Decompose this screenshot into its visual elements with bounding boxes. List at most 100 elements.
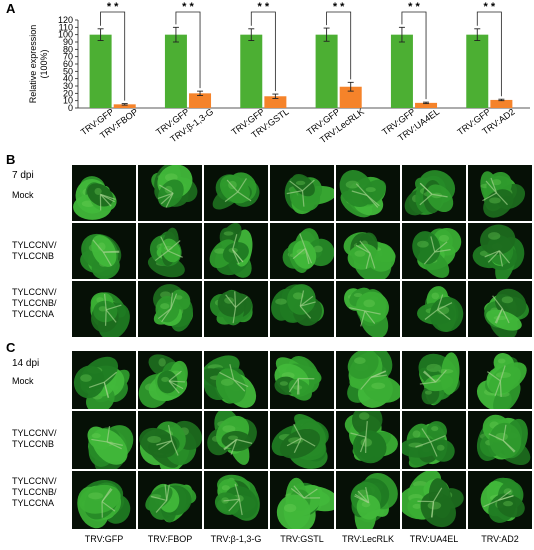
plant-photo — [270, 281, 334, 337]
plant-photo — [336, 411, 400, 469]
significance-stars: * * — [107, 1, 119, 13]
plant-photo — [468, 165, 532, 221]
plant-photo — [204, 165, 268, 221]
bar-treatment — [113, 104, 136, 108]
bar-control — [390, 34, 413, 108]
row-label: TYLCCNV/TYLCCNB — [12, 240, 57, 261]
bar-treatment — [339, 86, 362, 108]
plant-photo — [402, 471, 466, 529]
plant-photo — [204, 281, 268, 337]
y-tick-label: 50 — [63, 66, 73, 76]
plant-photo — [402, 223, 466, 279]
plant-photo — [72, 223, 136, 279]
bar-control — [315, 34, 338, 108]
plant-photo — [402, 411, 466, 469]
column-label: TRV:FBOP — [147, 534, 193, 544]
row-label: TYLCCNV/TYLCCNB — [12, 428, 57, 449]
plant-photo — [270, 411, 334, 469]
significance-stars: * * — [408, 1, 420, 13]
bar-treatment — [189, 93, 212, 108]
significance-stars: * * — [258, 1, 270, 13]
plant-photo — [204, 351, 268, 409]
plant-photo — [138, 223, 202, 279]
significance-bracket — [476, 11, 502, 97]
y-tick-label: 90 — [63, 37, 73, 47]
plant-photo — [468, 411, 532, 469]
row-label: Mock — [12, 190, 34, 200]
y-tick-label: 120 — [58, 15, 73, 25]
y-tick-label: 20 — [63, 88, 73, 98]
plant-photo — [468, 223, 532, 279]
panel-c-letter: C — [6, 340, 16, 355]
plant-photo — [270, 223, 334, 279]
bar-control — [466, 34, 489, 108]
column-label: TRV:GSTL — [280, 534, 324, 544]
error-bar-treatment — [121, 103, 128, 106]
plant-photo — [138, 281, 202, 337]
y-tick-label: 80 — [63, 44, 73, 54]
bar-treatment — [415, 102, 438, 108]
plant-photo — [138, 471, 202, 529]
plant-photo — [270, 351, 334, 409]
error-bar-control — [97, 28, 104, 41]
plant-photo — [270, 471, 334, 529]
bar-control — [164, 34, 187, 108]
plant-photo — [468, 281, 532, 337]
bar-control — [240, 34, 263, 108]
row-label: TYLCCNV/TYLCCNB/TYLCCNA — [12, 476, 57, 508]
significance-stars: * * — [484, 1, 496, 13]
significance-bracket — [250, 11, 276, 92]
plant-photo — [72, 411, 136, 469]
error-bar-treatment — [347, 81, 354, 92]
row-label: Mock — [12, 376, 34, 386]
plant-photo — [72, 351, 136, 409]
bar-control — [89, 34, 112, 108]
panel-a-letter: A — [6, 1, 16, 16]
plant-photo — [468, 351, 532, 409]
plant-photo — [336, 281, 400, 337]
plant-photo — [204, 223, 268, 279]
column-label: TRV:AD2 — [481, 534, 519, 544]
column-label: TRV:β-1,3-G — [210, 534, 262, 544]
y-tick-label: 0 — [68, 103, 73, 113]
significance-bracket — [401, 11, 427, 100]
significance-stars: * * — [182, 1, 194, 13]
plant-photo — [138, 411, 202, 469]
plant-photo — [72, 165, 136, 221]
significance-bracket — [175, 11, 201, 89]
y-tick-label: 30 — [63, 81, 73, 91]
error-bar-control — [323, 27, 330, 42]
y-tick-label: 110 — [59, 22, 73, 32]
error-bar-treatment — [197, 90, 204, 96]
plant-photo — [336, 351, 400, 409]
bar-treatment — [264, 96, 287, 108]
error-bar-control — [172, 26, 179, 43]
plant-photo — [204, 471, 268, 529]
y-tick-label: 40 — [63, 74, 73, 84]
plant-photo — [336, 471, 400, 529]
plant-photo — [336, 165, 400, 221]
error-bar-treatment — [423, 101, 430, 105]
plant-photo — [270, 165, 334, 221]
significance-bracket — [100, 11, 126, 101]
plant-photo — [138, 165, 202, 221]
error-bar-treatment — [272, 93, 279, 99]
error-bar-control — [474, 28, 481, 41]
y-axis-label: Relative expression(100%) — [28, 25, 49, 104]
bar-treatment — [490, 99, 513, 108]
plant-photo — [336, 223, 400, 279]
error-bar-treatment — [498, 98, 505, 102]
error-bar-control — [248, 28, 255, 41]
y-tick-label: 70 — [63, 52, 73, 62]
y-tick-label: 60 — [63, 59, 73, 69]
plant-photo — [138, 351, 202, 409]
y-tick-label: 100 — [58, 30, 73, 40]
column-label: TRV:UA4EL — [409, 534, 459, 544]
panel-c-dpi-label: 14 dpi — [12, 358, 40, 369]
plant-photo — [72, 471, 136, 529]
plant-photo — [72, 281, 136, 337]
error-bar-control — [398, 26, 405, 43]
panel-b-dpi-label: 7 dpi — [12, 170, 34, 181]
plant-photo — [402, 165, 466, 221]
